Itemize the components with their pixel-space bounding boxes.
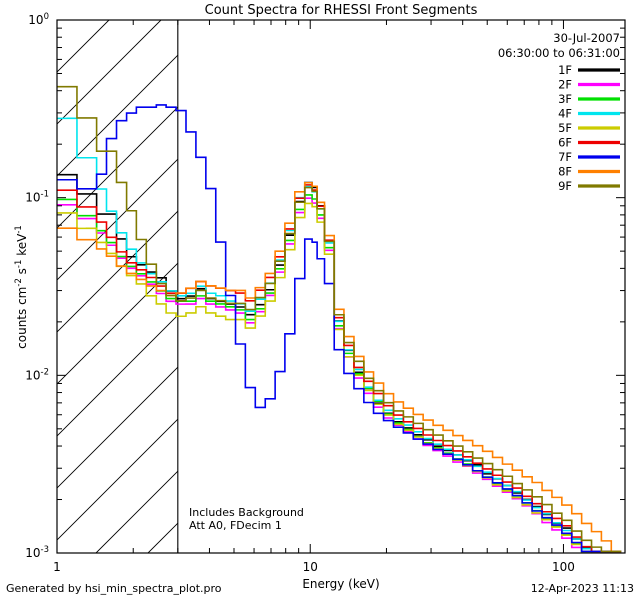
y-axis-label-exp2: -1 <box>14 260 24 268</box>
y-tick-label: 10-3 <box>25 545 49 560</box>
spectrum-line-9f <box>57 85 622 553</box>
y-axis-label-exp3: -1 <box>14 225 24 233</box>
observation-date: 30-Jul-2007 <box>553 31 620 45</box>
y-axis-label-sec: s <box>15 268 29 278</box>
y-tick-label: 100 <box>28 12 49 27</box>
legend-label-6f: 6F <box>558 136 572 150</box>
legend-label-3f: 3F <box>558 92 572 106</box>
x-axis-label: Energy (keV) <box>302 577 379 591</box>
x-tick-label: 100 <box>552 560 575 574</box>
x-tick-label: 10 <box>303 560 318 574</box>
y-axis-label-counts: counts cm <box>15 287 29 349</box>
spectrum-line-7f <box>57 104 622 553</box>
legend-label-4f: 4F <box>558 107 572 121</box>
chart-title: Count Spectra for RHESSI Front Segments <box>205 3 478 18</box>
spectra-series-layer <box>57 85 622 553</box>
y-tick-label: 10-2 <box>25 367 49 382</box>
plot-frame <box>56 19 626 554</box>
y-axis-label-exp1: -2 <box>14 278 24 286</box>
note-attenuator-state: Att A0, FDecim 1 <box>189 519 282 532</box>
note-includes-background: Includes Background <box>189 506 304 519</box>
legend-label-7f: 7F <box>558 150 572 164</box>
spectrum-line-4f <box>57 117 622 553</box>
y-axis-label-kev: keV <box>15 233 29 260</box>
legend-label-2f: 2F <box>558 78 572 92</box>
y-axis-label: counts cm-2 s-1 keV-1 <box>14 225 29 349</box>
svg-text:counts cm-2 s-1 keV-1: counts cm-2 s-1 keV-1 <box>14 225 29 349</box>
legend-label-8f: 8F <box>558 165 572 179</box>
legend-label-9f: 9F <box>558 179 572 193</box>
x-axis: 1 10 100 <box>53 20 575 574</box>
observation-interval: 06:30:00 to 06:31:00 <box>498 46 620 60</box>
footer-timestamp: 12-Apr-2023 11:13 <box>531 582 634 595</box>
footer-generator: Generated by hsi_min_spectra_plot.pro <box>6 582 222 595</box>
legend-label-1f: 1F <box>558 63 572 77</box>
spectrum-line-6f <box>57 184 622 553</box>
x-tick-label: 1 <box>53 560 61 574</box>
legend-label-5f: 5F <box>558 121 572 135</box>
y-tick-label: 10-1 <box>25 190 49 205</box>
y-axis: 100 10-1 10-2 10-3 <box>25 12 625 560</box>
